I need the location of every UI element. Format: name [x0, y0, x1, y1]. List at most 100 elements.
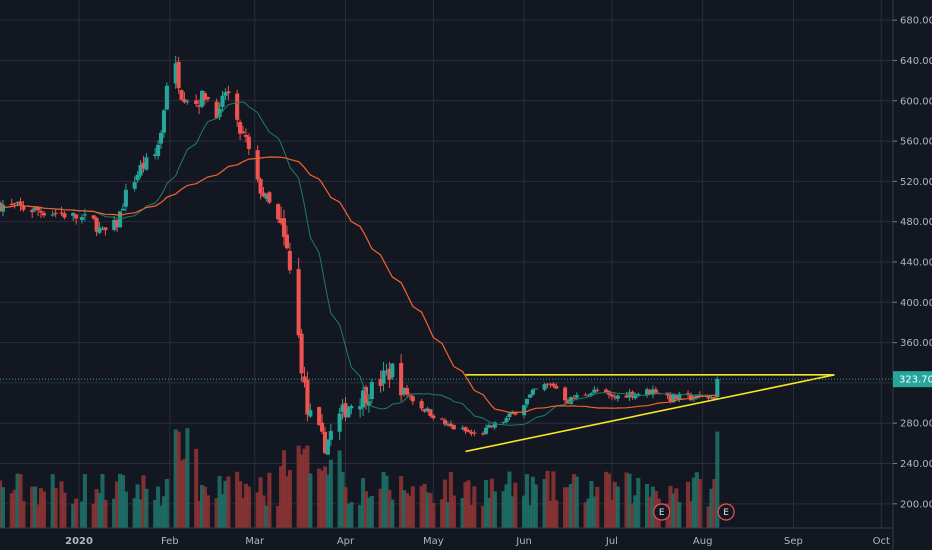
- candle-body[interactable]: [258, 179, 263, 194]
- candle-body[interactable]: [378, 379, 383, 386]
- candle-body[interactable]: [507, 413, 512, 418]
- candle-body[interactable]: [176, 61, 181, 89]
- candle-body[interactable]: [325, 439, 330, 455]
- candle-body[interactable]: [238, 122, 243, 134]
- candle-body[interactable]: [358, 406, 363, 410]
- candle-body[interactable]: [36, 207, 41, 211]
- candle-body[interactable]: [466, 430, 471, 433]
- candle-body[interactable]: [33, 207, 38, 211]
- candle-body[interactable]: [123, 189, 128, 207]
- candle-body[interactable]: [267, 192, 272, 203]
- candle-body[interactable]: [533, 388, 538, 390]
- candle-body[interactable]: [164, 85, 169, 110]
- candle-body[interactable]: [264, 194, 269, 199]
- candle-body[interactable]: [279, 218, 284, 224]
- candle-body[interactable]: [431, 415, 436, 419]
- candle-body[interactable]: [9, 203, 14, 205]
- candle-body[interactable]: [542, 384, 547, 390]
- candle-body[interactable]: [281, 218, 287, 237]
- candle-body[interactable]: [214, 101, 219, 119]
- candle-body[interactable]: [100, 229, 105, 231]
- candle-body[interactable]: [328, 431, 333, 440]
- candle-body[interactable]: [706, 396, 711, 399]
- candle-body[interactable]: [399, 362, 404, 396]
- candle-body[interactable]: [501, 421, 506, 423]
- candle-body[interactable]: [217, 108, 222, 117]
- candle-body[interactable]: [440, 418, 445, 420]
- candle-body[interactable]: [62, 213, 67, 218]
- candle-body[interactable]: [202, 93, 208, 100]
- candle-body[interactable]: [115, 219, 120, 228]
- candle-body[interactable]: [71, 212, 76, 216]
- candle-body[interactable]: [97, 227, 102, 233]
- candle-body[interactable]: [624, 395, 629, 398]
- candle-body[interactable]: [79, 217, 85, 220]
- candle-body[interactable]: [615, 395, 620, 399]
- candle-body[interactable]: [627, 392, 632, 398]
- candle-body[interactable]: [38, 210, 44, 213]
- candle-body[interactable]: [688, 394, 694, 401]
- candle-body[interactable]: [185, 101, 190, 103]
- candle-body[interactable]: [305, 379, 310, 415]
- candle-body[interactable]: [144, 157, 149, 170]
- candle-body[interactable]: [612, 396, 617, 398]
- candle-body[interactable]: [460, 427, 465, 429]
- candle-body[interactable]: [235, 93, 240, 120]
- candle-body[interactable]: [158, 132, 164, 144]
- candle-body[interactable]: [554, 386, 559, 389]
- candle-body[interactable]: [595, 389, 600, 391]
- candle-body[interactable]: [317, 407, 322, 426]
- candle-body[interactable]: [246, 136, 251, 149]
- candle-body[interactable]: [276, 204, 281, 220]
- candle-body[interactable]: [647, 390, 653, 395]
- candle-body[interactable]: [674, 395, 679, 399]
- candle-body[interactable]: [419, 401, 424, 409]
- candle-body[interactable]: [173, 63, 178, 84]
- candle-body[interactable]: [243, 134, 248, 137]
- candle-body[interactable]: [337, 413, 342, 432]
- candle-body[interactable]: [513, 411, 518, 415]
- candle-body[interactable]: [583, 394, 588, 396]
- candle-body[interactable]: [451, 424, 456, 430]
- candle-body[interactable]: [53, 212, 58, 214]
- candle-body[interactable]: [604, 389, 609, 393]
- candle-body[interactable]: [153, 154, 158, 156]
- candle-body[interactable]: [685, 393, 691, 395]
- candle-body[interactable]: [223, 92, 228, 96]
- candle-body[interactable]: [691, 398, 696, 400]
- candle-body[interactable]: [296, 269, 301, 336]
- candle-body[interactable]: [677, 393, 682, 400]
- candle-body[interactable]: [41, 212, 46, 216]
- candle-body[interactable]: [592, 389, 597, 393]
- candle-body[interactable]: [653, 389, 658, 393]
- candle-body[interactable]: [425, 408, 430, 412]
- candle-body[interactable]: [387, 368, 392, 380]
- candle-body[interactable]: [94, 217, 99, 232]
- candle-body[interactable]: [302, 376, 307, 383]
- candle-body[interactable]: [381, 370, 386, 384]
- candle-body[interactable]: [522, 405, 527, 416]
- candle-body[interactable]: [59, 212, 64, 214]
- candle-body[interactable]: [442, 420, 448, 425]
- earnings-marker[interactable]: E: [653, 503, 671, 521]
- candle-body[interactable]: [117, 211, 123, 228]
- candle-body[interactable]: [361, 390, 366, 408]
- candle-body[interactable]: [287, 250, 292, 271]
- candle-body[interactable]: [472, 432, 477, 434]
- candle-body[interactable]: [199, 90, 205, 107]
- candle-body[interactable]: [255, 150, 260, 180]
- candle-body[interactable]: [530, 389, 535, 395]
- candle-body[interactable]: [220, 95, 225, 107]
- candle-body[interactable]: [369, 382, 374, 400]
- candle-body[interactable]: [308, 410, 313, 417]
- candle-body[interactable]: [633, 394, 638, 399]
- candle-body[interactable]: [492, 422, 497, 428]
- candle-body[interactable]: [343, 403, 348, 418]
- candle-body[interactable]: [384, 371, 389, 373]
- candle-body[interactable]: [194, 100, 199, 104]
- candle-body[interactable]: [712, 397, 717, 400]
- candle-body[interactable]: [545, 383, 550, 385]
- candle-body[interactable]: [410, 396, 415, 402]
- candle-body[interactable]: [132, 182, 137, 189]
